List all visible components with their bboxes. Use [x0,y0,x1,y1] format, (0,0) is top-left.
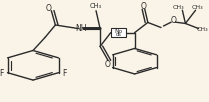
Text: O: O [45,4,51,13]
Text: O: O [141,2,147,11]
FancyBboxPatch shape [111,28,126,37]
Text: ds: ds [115,32,121,37]
Text: No: No [114,29,122,34]
Text: O: O [170,16,176,25]
Text: CH₃: CH₃ [196,27,208,32]
Text: CH₃: CH₃ [90,3,102,9]
Text: O: O [104,60,110,69]
Text: CH₃: CH₃ [173,5,185,10]
Text: F: F [0,69,4,78]
Text: NH: NH [75,24,87,33]
Text: CH₃: CH₃ [191,5,203,10]
Text: F: F [62,69,66,78]
